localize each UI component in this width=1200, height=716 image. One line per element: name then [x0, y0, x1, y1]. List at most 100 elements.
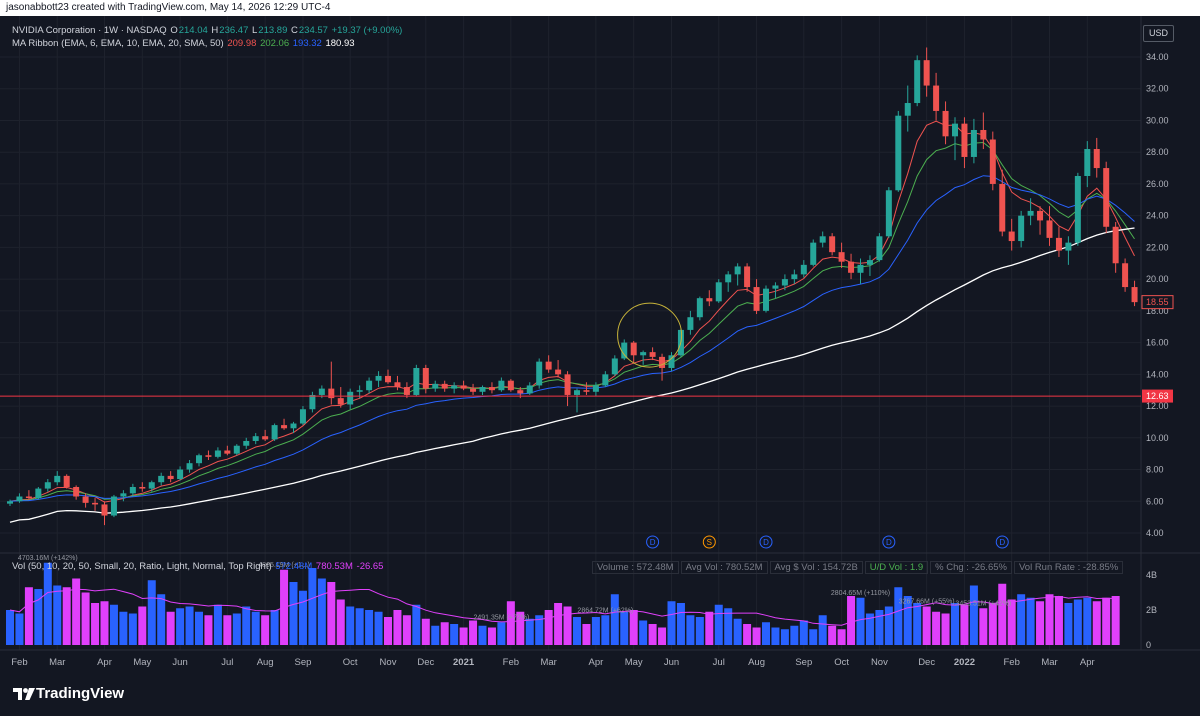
candle-body	[318, 388, 325, 395]
volume-bar	[402, 615, 411, 645]
price-axis-tick: 28.00	[1146, 147, 1169, 157]
volume-bar	[544, 610, 553, 645]
candle-body	[961, 123, 968, 157]
volume-legend[interactable]: Vol (50, 10, 20, 50, Small, 20, Ratio, L…	[12, 561, 384, 572]
time-axis-label: 2021	[453, 657, 475, 668]
candle-body	[923, 60, 930, 86]
ma-line	[9, 227, 1135, 523]
time-axis[interactable]: Feb Mar Apr May Jun Jul Aug Sep Oct Nov Dec 2021 Feb…	[11, 657, 1094, 668]
volume-bar	[922, 606, 931, 645]
volume-bar	[81, 592, 90, 645]
time-axis-label: Jun	[664, 657, 679, 668]
candle-body	[451, 385, 458, 389]
low-value: 213.89	[258, 25, 288, 36]
ma4-value: 180.93	[325, 38, 355, 49]
candle-body	[848, 261, 855, 273]
volume-axis-tick: 0	[1146, 640, 1151, 650]
volume-annotation: 2491.35M (+72%)	[473, 614, 529, 621]
volume-bar	[752, 627, 761, 645]
volume-stats-table: Volume : 572.48M Avg Vol : 780.52M Avg $ V…	[592, 561, 1138, 575]
volume-annotation: 2804.65M (+110%)	[831, 590, 890, 597]
volume-bar	[119, 611, 128, 645]
volume-title[interactable]: Vol (50, 10, 20, 50, Small, 20, Ratio, L…	[12, 561, 272, 572]
price-axis-tick: 30.00	[1146, 115, 1169, 125]
event-marker[interactable]	[759, 535, 773, 549]
volume-bar	[582, 624, 591, 645]
candle-body	[129, 486, 136, 494]
volume-bar	[535, 615, 544, 645]
ma-ribbon-legend[interactable]: MA Ribbon (EMA, 6, EMA, 10, EMA, 20, SMA…	[12, 38, 356, 49]
candle-body	[432, 383, 439, 389]
candles	[7, 47, 1138, 526]
volume-bar	[894, 587, 903, 645]
volume-bar	[648, 624, 657, 645]
time-axis-label: Apr	[589, 657, 604, 668]
volume-bar	[1045, 594, 1054, 645]
candle-body	[829, 236, 836, 253]
candle-body	[385, 375, 391, 383]
candle-body	[1018, 215, 1025, 242]
volume-bar	[450, 624, 459, 645]
volume-bar	[147, 580, 156, 645]
volume-bar	[384, 617, 392, 645]
time-axis-label: Feb	[503, 657, 519, 668]
price-axis-tick: 18.00	[1146, 306, 1169, 316]
candle-body	[25, 496, 32, 499]
volume-bar	[799, 620, 808, 645]
volume-bar	[421, 618, 430, 645]
currency-button[interactable]: USD	[1143, 25, 1174, 42]
candle-body	[252, 436, 259, 441]
event-marker-letter: D	[999, 538, 1005, 547]
candle-body	[309, 394, 316, 410]
symbol-title[interactable]: NVIDIA Corporation · 1W · NASDAQ	[12, 25, 167, 36]
change-value: +19.37 (+9.00%)	[331, 25, 403, 36]
event-marker[interactable]	[702, 535, 716, 549]
candle-body	[866, 260, 873, 265]
volume-bar	[213, 604, 222, 645]
event-marker-letter: D	[650, 538, 656, 547]
volume-annotation: 3267.66M (+55%)	[899, 599, 955, 606]
candle-body	[592, 385, 599, 392]
symbol-legend[interactable]: NVIDIA Corporation · 1W · NASDAQ O214.04…	[12, 25, 403, 36]
time-axis-label: Mar	[49, 657, 65, 668]
volume-bar	[1026, 597, 1035, 645]
candle-body	[1131, 287, 1138, 303]
candle-body	[101, 504, 108, 516]
volume-bar	[1092, 601, 1101, 645]
candle-body	[224, 450, 231, 454]
volume-annotation: 2864.72M (+62%)	[577, 607, 633, 614]
candle-body	[488, 387, 495, 391]
candle-body	[564, 374, 571, 395]
circle-annotation[interactable]	[617, 302, 683, 368]
event-marker[interactable]	[646, 535, 660, 549]
volume-bar	[932, 611, 941, 645]
candle-body	[281, 425, 288, 429]
volume-bar	[1054, 596, 1063, 645]
ma-ribbon-title[interactable]: MA Ribbon (EMA, 6, EMA, 10, EMA, 20, SMA…	[12, 38, 224, 49]
time-axis-label: May	[133, 657, 151, 668]
volume-bar	[1064, 603, 1073, 645]
event-marker[interactable]	[995, 535, 1009, 549]
tradingview-brand[interactable]: TradingView	[36, 685, 125, 702]
candle-body	[337, 398, 344, 405]
candle-body	[366, 380, 373, 391]
candle-body	[885, 190, 892, 237]
candle-body	[1103, 168, 1110, 227]
price-axis-tick: 26.00	[1146, 179, 1169, 189]
candle-body	[621, 342, 628, 359]
event-marker[interactable]	[882, 535, 896, 549]
price-axis[interactable]: 4B 2B 0 4.00 6.00 8.00 10.00 12.00 14.00 16.00 18.…	[1141, 52, 1174, 650]
price-axis-tick: 10.00	[1146, 433, 1169, 443]
candle-body	[479, 387, 486, 392]
candle-body	[148, 482, 155, 489]
volume-bar	[62, 587, 71, 645]
candle-body	[989, 139, 996, 184]
volume-bar	[261, 615, 270, 645]
time-axis-label: Nov	[871, 657, 888, 668]
volume-bar	[176, 608, 185, 645]
candle-body	[177, 469, 184, 480]
candle-body	[92, 502, 99, 505]
volume-bar	[270, 610, 279, 645]
time-axis-label: Jul	[221, 657, 233, 668]
